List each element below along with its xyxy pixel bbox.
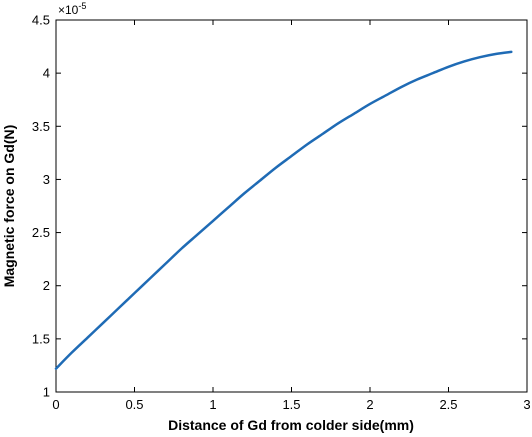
y-tick-label: 2.5 [32,225,50,240]
y-tick-label: 1.5 [32,331,50,346]
y-tick-label: 3.5 [32,119,50,134]
tick-group: 0 0.5 1 1.5 2 2.5 3 1 1.5 2 2.5 3 3.5 4 4.5 [32,13,531,413]
y-tick-label: 3 [43,172,50,187]
x-tick-label: 3 [523,397,530,412]
x-tick-label: 0 [52,397,59,412]
y-tick-label: 4 [43,66,50,81]
series-line [54,50,513,370]
y-axis-label: Magnetic force on Gd(N) [1,125,17,288]
x-tick-label: 0.5 [125,397,143,412]
x-tick-label: 2.5 [439,397,457,412]
x-axis-label: Distance of Gd from colder side(mm) [168,417,414,433]
plot-frame [55,19,528,393]
y-tick-label: 1 [43,385,50,400]
y-tick-label: 2 [43,278,50,293]
y-tick-label: 4.5 [32,13,50,28]
x-tick-label: 1 [209,397,216,412]
y-multiplier: ×10-5 [58,1,86,17]
x-tick-label: 1.5 [282,397,300,412]
x-tick-label: 2 [366,397,373,412]
